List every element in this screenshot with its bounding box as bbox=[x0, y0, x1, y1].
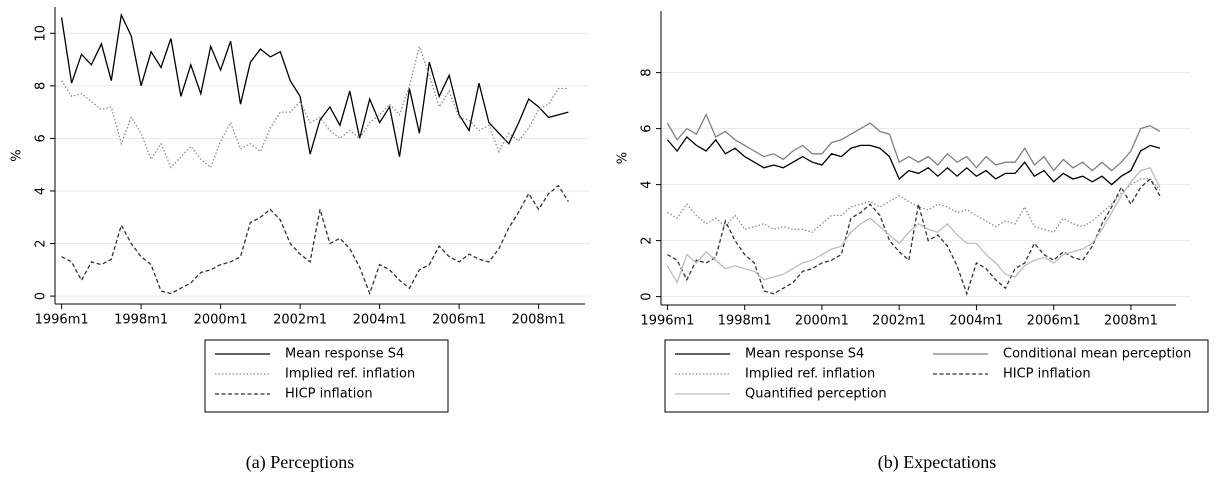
x-tick-label: 1996m1 bbox=[640, 314, 694, 329]
y-axis-label: % bbox=[10, 149, 25, 161]
y-tick-label: 4 bbox=[34, 187, 49, 195]
y-tick-label: 8 bbox=[640, 68, 655, 76]
series-line bbox=[666, 113, 1161, 172]
series-line bbox=[666, 136, 1161, 186]
legend-label: Conditional mean perception bbox=[1003, 347, 1191, 362]
x-tick-label: 2004m1 bbox=[353, 313, 407, 328]
x-tick-label: 2006m1 bbox=[432, 313, 486, 328]
y-tick-label: 6 bbox=[640, 124, 655, 132]
y-tick-label: 2 bbox=[34, 239, 49, 247]
series-line bbox=[667, 177, 1161, 296]
y-axis-label: % bbox=[616, 152, 631, 164]
y-tick-label: 2 bbox=[640, 236, 655, 244]
series-line bbox=[61, 184, 569, 296]
y-tick-label: 4 bbox=[640, 180, 655, 188]
series-line bbox=[666, 167, 1161, 285]
legend-box bbox=[204, 339, 449, 413]
legend-box bbox=[664, 339, 1209, 413]
x-tick-label: 1996m1 bbox=[35, 313, 89, 328]
x-tick-label: 2000m1 bbox=[795, 314, 849, 329]
y-tick-label: 8 bbox=[34, 82, 49, 90]
y-tick-label: 0 bbox=[640, 292, 655, 300]
legend-label: Mean response S4 bbox=[285, 347, 404, 362]
legend-label: Implied ref. inflation bbox=[285, 367, 415, 382]
y-tick-label: 10 bbox=[34, 25, 49, 42]
x-tick-label: 2002m1 bbox=[872, 314, 926, 329]
series-line bbox=[60, 12, 569, 157]
legend-label: Implied ref. inflation bbox=[745, 367, 875, 382]
x-tick-label: 2008m1 bbox=[1104, 314, 1158, 329]
x-tick-label: 1998m1 bbox=[114, 313, 168, 328]
series-line bbox=[61, 44, 569, 169]
legend-label: Mean response S4 bbox=[745, 347, 864, 362]
x-tick-label: 2004m1 bbox=[949, 314, 1003, 329]
legend-label: HICP inflation bbox=[285, 387, 373, 402]
y-tick-label: 6 bbox=[34, 134, 49, 142]
x-tick-label: 1998m1 bbox=[718, 314, 772, 329]
x-tick-label: 2008m1 bbox=[512, 313, 566, 328]
x-tick-label: 2000m1 bbox=[194, 313, 248, 328]
y-tick-label: 0 bbox=[34, 292, 49, 300]
legend-label: Quantified perception bbox=[745, 387, 887, 402]
x-tick-label: 2006m1 bbox=[1027, 314, 1081, 329]
x-tick-label: 2002m1 bbox=[273, 313, 327, 328]
series-line bbox=[667, 178, 1161, 233]
legend-label: HICP inflation bbox=[1003, 367, 1091, 382]
caption: (b) Expectations bbox=[878, 452, 996, 473]
caption: (a) Perceptions bbox=[246, 452, 354, 473]
